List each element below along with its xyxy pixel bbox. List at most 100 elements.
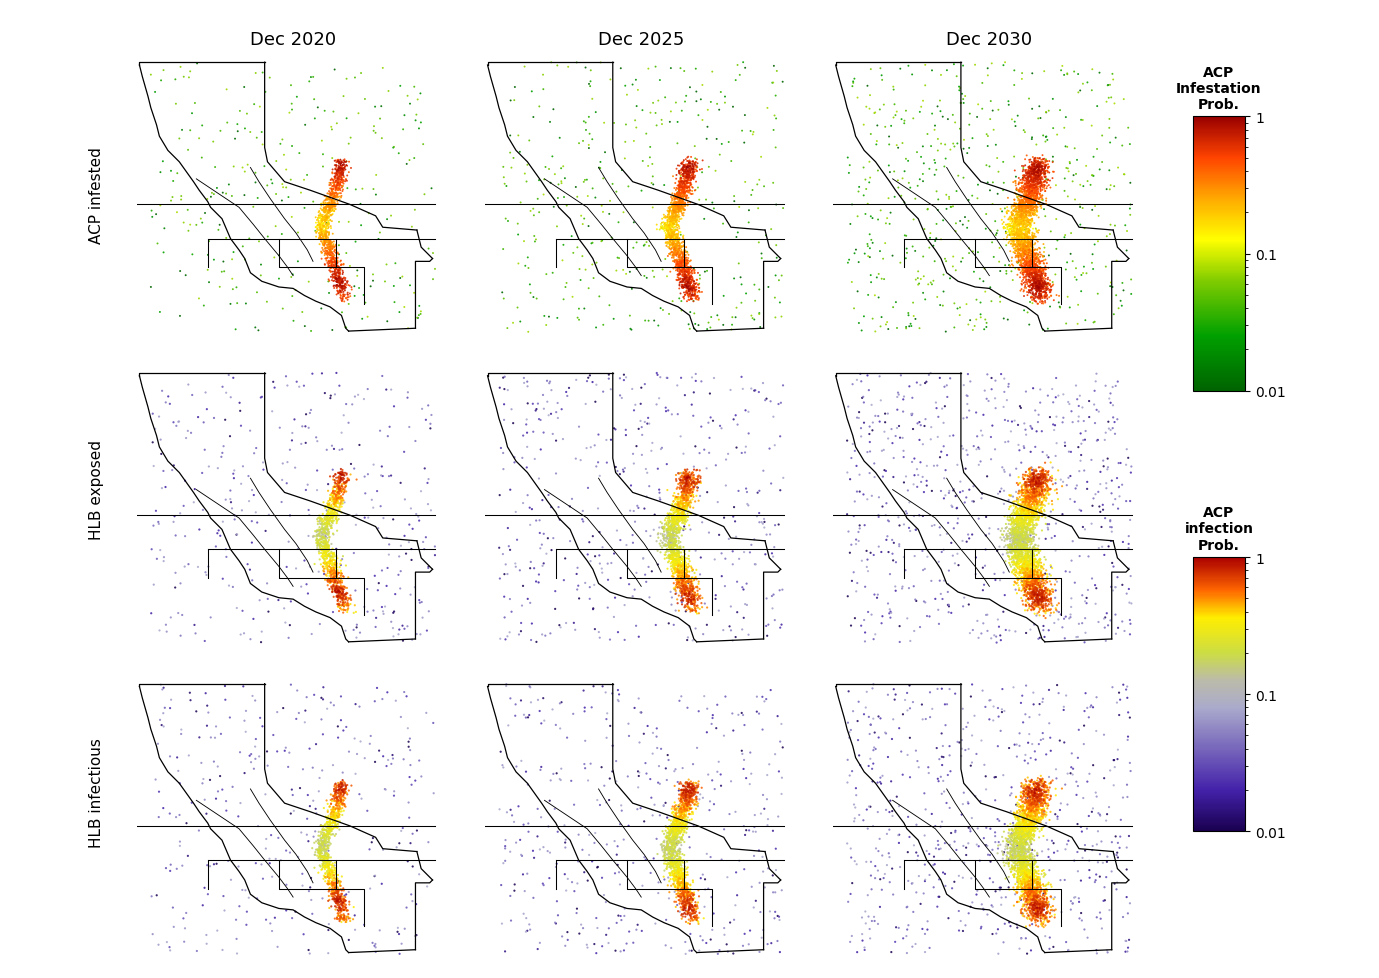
Point: [1022, 181, 1044, 197]
Point: [1014, 867, 1036, 883]
Point: [1008, 852, 1030, 867]
Point: [1027, 900, 1049, 915]
Point: [1000, 229, 1022, 244]
Point: [1009, 504, 1031, 519]
Point: [1030, 597, 1052, 612]
Point: [674, 882, 696, 898]
Point: [321, 191, 343, 206]
Point: [223, 509, 245, 524]
Point: [279, 442, 301, 458]
Point: [670, 528, 692, 544]
Point: [183, 482, 205, 498]
Point: [669, 200, 691, 216]
Point: [1003, 822, 1025, 838]
Point: [1029, 278, 1051, 293]
Point: [1016, 267, 1038, 283]
Point: [1014, 270, 1036, 286]
Point: [1011, 842, 1033, 858]
Point: [1007, 238, 1029, 253]
Point: [1004, 224, 1026, 240]
Point: [998, 525, 1020, 541]
Point: [661, 817, 683, 832]
Point: [1009, 821, 1031, 836]
Point: [1031, 594, 1054, 609]
Point: [1007, 573, 1029, 589]
Point: [667, 249, 690, 265]
Point: [929, 94, 952, 110]
Point: [336, 288, 359, 303]
Point: [1016, 534, 1038, 550]
Point: [667, 877, 690, 893]
Point: [276, 843, 298, 859]
Point: [330, 161, 352, 177]
Point: [328, 165, 350, 181]
Point: [1027, 184, 1049, 200]
Point: [1018, 825, 1040, 841]
Point: [1037, 582, 1059, 598]
Point: [1023, 509, 1045, 524]
Point: [1073, 718, 1095, 734]
Point: [1019, 248, 1041, 264]
Point: [1016, 517, 1038, 533]
Point: [683, 322, 705, 337]
Point: [1026, 801, 1048, 817]
Point: [1015, 836, 1037, 852]
Point: [663, 545, 685, 560]
Point: [1036, 175, 1058, 191]
Point: [1018, 164, 1040, 180]
Point: [663, 826, 685, 842]
Point: [601, 764, 623, 779]
Point: [1009, 820, 1031, 835]
Point: [1005, 822, 1027, 837]
Point: [672, 788, 694, 804]
Point: [330, 580, 352, 596]
Point: [669, 497, 691, 512]
Point: [663, 524, 685, 540]
Point: [676, 879, 698, 895]
Point: [1011, 513, 1033, 529]
Point: [171, 123, 193, 139]
Point: [680, 559, 702, 575]
Point: [585, 106, 607, 121]
Point: [678, 480, 701, 496]
Point: [1022, 591, 1044, 606]
Point: [1019, 524, 1041, 540]
Point: [1019, 551, 1041, 566]
Point: [319, 250, 341, 266]
Point: [1095, 378, 1117, 394]
Point: [1009, 868, 1031, 884]
Point: [550, 761, 572, 777]
Point: [1019, 575, 1041, 591]
Point: [331, 279, 353, 294]
Point: [672, 483, 694, 499]
Point: [1018, 879, 1040, 895]
Point: [1100, 276, 1123, 291]
Point: [1018, 204, 1040, 220]
Point: [1025, 570, 1047, 586]
Point: [1019, 280, 1041, 295]
Point: [1001, 228, 1023, 244]
Point: [610, 944, 632, 959]
Point: [673, 824, 695, 840]
Point: [1008, 851, 1030, 867]
Point: [673, 255, 695, 271]
Point: [1047, 234, 1069, 249]
Point: [1022, 272, 1044, 288]
Point: [1019, 568, 1041, 584]
Point: [316, 244, 338, 259]
Point: [519, 916, 541, 932]
Point: [331, 165, 353, 181]
Point: [1048, 596, 1070, 611]
Point: [1052, 387, 1074, 403]
Point: [1023, 230, 1045, 245]
Point: [666, 821, 688, 836]
Point: [626, 565, 648, 581]
Point: [1018, 823, 1040, 839]
Point: [1027, 283, 1049, 298]
Point: [946, 547, 968, 562]
Point: [181, 425, 203, 441]
Point: [949, 233, 971, 248]
Point: [571, 249, 593, 265]
Point: [661, 859, 683, 874]
Point: [673, 187, 695, 202]
